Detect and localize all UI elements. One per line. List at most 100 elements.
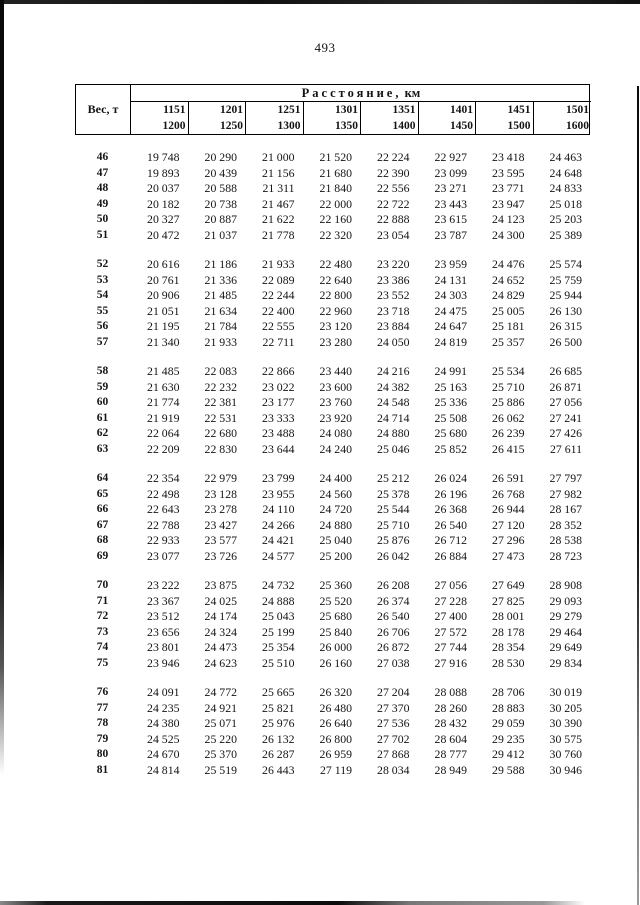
table-row: 61 21 919 22 531 23 333 23 920 24 714 25 508 26…	[75, 411, 590, 427]
value-cell: 21 485	[147, 364, 180, 378]
value-cell: 25 046	[377, 441, 410, 456]
value-cell: 21 933	[204, 334, 237, 349]
value-cell: 23 440	[319, 364, 352, 378]
value-cell: 24 421	[262, 533, 295, 547]
value-cell: 28 530	[492, 655, 525, 670]
value-cell: 28 538	[549, 533, 582, 547]
value-cell: 22 089	[262, 272, 295, 287]
value-cell: 21 784	[204, 319, 237, 333]
value-cell: 22 000	[319, 196, 352, 211]
value-cell: 21 778	[262, 227, 295, 242]
value-cell: 26 706	[377, 624, 410, 639]
value-cell: 22 830	[204, 441, 237, 456]
value-cell: 27 056	[549, 395, 582, 409]
weight-cell: 47	[96, 166, 109, 179]
value-cell: 25 354	[262, 640, 295, 654]
weight-cell: 77	[96, 701, 109, 714]
weight-cell: 74	[96, 641, 109, 653]
value-cell: 24 670	[147, 747, 180, 761]
value-cell: 29 059	[492, 716, 525, 730]
value-cell: 24 560	[319, 486, 352, 501]
value-cell: 24 623	[204, 655, 237, 670]
value-cell: 23 959	[434, 257, 467, 271]
weight-cell: 59	[96, 380, 109, 393]
weight-cell: 58	[96, 365, 109, 377]
value-cell: 22 498	[147, 486, 180, 501]
weight-cell: 73	[96, 625, 109, 638]
value-cell: 27 038	[377, 655, 410, 670]
value-cell: 28 949	[434, 762, 467, 777]
value-cell: 28 260	[434, 700, 467, 715]
value-cell: 26 540	[434, 517, 467, 532]
value-cell: 25 574	[549, 257, 582, 271]
value-cell: 27 868	[377, 747, 410, 761]
value-cell: 28 706	[492, 685, 525, 699]
value-cell: 21 630	[147, 379, 180, 394]
table-row: 73 23 656 24 324 25 199 25 840 26 706 27 572 28…	[75, 625, 590, 641]
weight-cell: 66	[96, 503, 109, 515]
weight-column-header: Вес, т	[76, 85, 131, 134]
value-cell: 20 616	[147, 257, 180, 271]
value-cell: 25 534	[492, 364, 525, 378]
value-cell: 28 883	[492, 700, 525, 715]
value-cell: 30 946	[549, 762, 582, 777]
value-cell: 24 473	[204, 640, 237, 654]
value-cell: 22 933	[147, 533, 180, 547]
value-cell: 27 370	[377, 700, 410, 715]
value-cell: 22 556	[377, 181, 410, 195]
value-cell: 24 050	[377, 334, 410, 349]
value-cell: 22 643	[147, 502, 180, 516]
value-cell: 26 871	[549, 379, 582, 394]
value-cell: 21 037	[204, 227, 237, 242]
value-cell: 25 199	[262, 624, 295, 639]
value-cell: 24 833	[549, 181, 582, 195]
value-cell: 30 575	[549, 731, 582, 746]
value-cell: 26 315	[549, 319, 582, 333]
value-cell: 21 933	[262, 257, 295, 271]
value-cell: 22 555	[262, 319, 295, 333]
value-cell: 28 908	[549, 578, 582, 592]
table-row: 48 20 037 20 588 21 311 21 840 22 556 23 271 23…	[75, 181, 590, 197]
value-cell: 24 652	[492, 272, 525, 287]
value-cell: 30 390	[549, 716, 582, 730]
value-cell: 26 208	[377, 578, 410, 592]
value-cell: 21 774	[147, 395, 180, 409]
value-cell: 20 037	[147, 181, 180, 195]
weight-cell: 67	[96, 518, 109, 531]
table-row: 77 24 235 24 921 25 821 26 480 27 370 28 260 28…	[75, 701, 590, 717]
value-cell: 23 022	[262, 379, 295, 394]
value-cell: 26 884	[434, 548, 467, 563]
value-cell: 25 886	[492, 395, 525, 409]
table-row: 64 22 354 22 979 23 799 24 400 25 212 26 024 26…	[75, 471, 590, 487]
value-cell: 26 685	[549, 364, 582, 378]
value-cell: 27 649	[492, 578, 525, 592]
value-cell: 22 531	[204, 410, 237, 425]
value-cell: 20 472	[147, 227, 180, 242]
value-cell: 25 357	[492, 334, 525, 349]
value-cell: 27 296	[492, 533, 525, 547]
value-cell: 25 220	[204, 731, 237, 746]
value-cell: 22 209	[147, 441, 180, 456]
value-cell: 24 991	[434, 364, 467, 378]
value-cell: 25 181	[492, 319, 525, 333]
value-cell: 26 800	[319, 731, 352, 746]
value-cell: 19 893	[147, 165, 180, 180]
table-header: Вес, т Расстояние, км 1151 1200 1201 1250 12…	[75, 84, 592, 135]
value-cell: 25 852	[434, 441, 467, 456]
value-cell: 22 800	[319, 288, 352, 302]
value-cell: 23 595	[492, 165, 525, 180]
value-cell: 26 944	[492, 502, 525, 516]
value-cell: 29 279	[549, 609, 582, 623]
value-cell: 30 205	[549, 700, 582, 715]
value-cell: 24 463	[549, 150, 582, 164]
weight-cell: 46	[96, 151, 109, 163]
value-cell: 29 649	[549, 640, 582, 654]
value-cell: 25 018	[549, 196, 582, 211]
column-header-range: 1501 1600	[534, 102, 592, 134]
scan-edge-top	[0, 0, 640, 4]
range-to: 1400	[392, 119, 416, 132]
value-cell: 24 300	[492, 227, 525, 242]
value-cell: 28 777	[434, 747, 467, 761]
value-cell: 20 906	[147, 288, 180, 302]
value-cell: 21 680	[319, 165, 352, 180]
